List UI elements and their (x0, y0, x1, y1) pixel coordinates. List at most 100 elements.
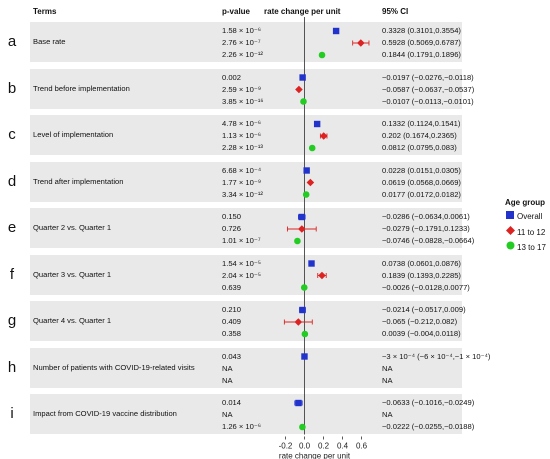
row-term: Quarter 3 vs. Quarter 1 (33, 269, 112, 279)
row-ci: −0.0633 (−0.1016,−0.0249) (382, 398, 475, 407)
row-pvalue: 1.26 × 10⁻⁶ (222, 422, 262, 431)
row-term: Quarter 4 vs. Quarter 1 (33, 316, 112, 325)
row-ci: −3 × 10⁻⁴ (−6 × 10⁻⁴,−1 × 10⁻⁴) (382, 351, 491, 361)
row-pvalue: 2.28 × 10⁻¹³ (222, 143, 263, 152)
x-tick-label: 0.2 (318, 442, 330, 451)
row-ci: NA (382, 363, 393, 373)
row-ci: −0.0107 (−0.0113,−0.0101) (382, 96, 474, 106)
row-ci: −0.0197 (−0.0276,−0.0118) (382, 72, 474, 82)
point-square (299, 306, 306, 314)
row-letter: h (7, 358, 17, 376)
row-pvalue: 1.77 × 10⁻⁹ (222, 177, 262, 187)
row-band (30, 115, 462, 155)
row-letter: g (7, 312, 17, 329)
point-square (298, 213, 305, 221)
legend-circle-icon (505, 241, 515, 252)
row-term: Base rate (33, 37, 66, 46)
row-pvalue: 3.34 × 10⁻¹² (222, 189, 263, 199)
point-square (301, 353, 308, 360)
row-term: Level of implementation (33, 130, 114, 139)
row-ci: 0.0039 (−0.004,0.0118) (382, 329, 461, 338)
row-pvalue: 0.043 (222, 351, 242, 361)
row-pvalue: 0.014 (222, 398, 242, 407)
row-letter: f (9, 265, 15, 283)
legend-title: Age group (505, 198, 545, 207)
row-term: Impact from COVID-19 vaccine distributio… (33, 409, 177, 418)
legend-item-overall: Overall (505, 211, 542, 221)
point-diamond (294, 318, 303, 326)
row-pvalue: 1.13 × 10⁻⁶ (222, 131, 262, 140)
point-diamond (357, 39, 365, 47)
row-ci: −0.0587 (−0.0637,−0.0537) (382, 84, 475, 94)
point-diamond (318, 271, 326, 280)
row-band (30, 22, 462, 62)
row-pvalue: 2.59 × 10⁻⁹ (222, 84, 262, 94)
row-ci: −0.0746 (−0.0828,−0.0664) (382, 236, 475, 245)
point-circle (302, 191, 310, 198)
point-square (308, 260, 315, 267)
row-pvalue: 2.26 × 10⁻¹² (222, 50, 263, 59)
legend-label: 11 to 12 (517, 228, 546, 237)
row-pvalue: 4.78 × 10⁻⁶ (222, 119, 262, 128)
row-term: Trend before implementation (33, 83, 130, 93)
legend-item-13-17: 13 to 17 (505, 241, 546, 252)
point-diamond (306, 178, 315, 187)
row-ci: 0.3328 (0.3101,0.3554) (382, 26, 461, 35)
point-circle (308, 144, 316, 152)
point-diamond (295, 85, 303, 94)
row-band (30, 161, 462, 202)
row-term: Trend after implementation (33, 176, 124, 186)
point-square (295, 399, 302, 407)
point-circle (301, 330, 309, 338)
row-band (30, 208, 462, 248)
row-band (30, 347, 462, 388)
row-pvalue: 2.76 × 10⁻⁷ (222, 38, 261, 47)
row-pvalue: 2.04 × 10⁻⁵ (222, 270, 262, 280)
point-circle (300, 98, 307, 105)
row-ci: 0.1844 (0.1791,0.1896) (382, 50, 461, 59)
legend-square-icon (505, 211, 515, 221)
row-term: Quarter 2 vs. Quarter 1 (33, 223, 112, 232)
point-diamond (298, 225, 306, 233)
row-ci: −0.0214 (−0.0517,0.009) (382, 305, 466, 314)
row-pvalue: NA (222, 363, 233, 373)
row-ci: −0.065 (−0.212,0.082) (382, 317, 458, 326)
x-tick-label: -0.2 (279, 442, 293, 451)
row-pvalue: 0.726 (222, 224, 242, 233)
point-square (332, 27, 340, 35)
row-term: Number of patients with COVID-19-related… (33, 362, 195, 372)
row-pvalue: 0.210 (222, 305, 242, 314)
row-pvalue: 1.01 × 10⁻⁷ (222, 236, 261, 245)
row-pvalue: 1.54 × 10⁻⁵ (222, 258, 262, 268)
row-letter: b (7, 79, 17, 97)
x-tick-label: 0.6 (356, 442, 368, 451)
row-pvalue: 0.002 (222, 72, 242, 82)
row-ci: 0.5928 (0.5069,0.6787) (382, 38, 461, 47)
row-ci: 0.0619 (0.0568,0.0669) (382, 177, 461, 187)
pvalue-header: p-value (222, 7, 251, 16)
row-letter: a (7, 33, 17, 50)
row-ci: 0.1332 (0.1124,0.1541) (382, 119, 461, 128)
legend-item-11-12: 11 to 12 (505, 226, 545, 237)
x-axis-label: rate change per unit (279, 452, 351, 459)
legend-label: Overall (517, 212, 543, 221)
legend-label: 13 to 17 (517, 243, 546, 252)
ci-header: 95% CI (382, 7, 409, 16)
row-ci: −0.0286 (−0.0634,0.0061) (382, 212, 470, 221)
x-tick-label: 0.0 (299, 442, 311, 451)
row-pvalue: 0.358 (222, 329, 242, 338)
terms-header: Terms (33, 7, 57, 16)
row-band (30, 301, 462, 341)
row-ci: 0.0228 (0.0151,0.0305) (382, 165, 461, 175)
point-square (299, 74, 306, 81)
x-tick-label: 0.4 (337, 442, 349, 451)
row-letter: i (10, 405, 14, 422)
row-pvalue: 6.68 × 10⁻⁴ (222, 165, 262, 175)
row-pvalue: 1.58 × 10⁻⁶ (222, 26, 262, 35)
point-circle (294, 237, 301, 245)
row-band (30, 254, 462, 295)
row-letter: e (7, 219, 17, 236)
effect-header: rate change per unit (264, 7, 341, 16)
